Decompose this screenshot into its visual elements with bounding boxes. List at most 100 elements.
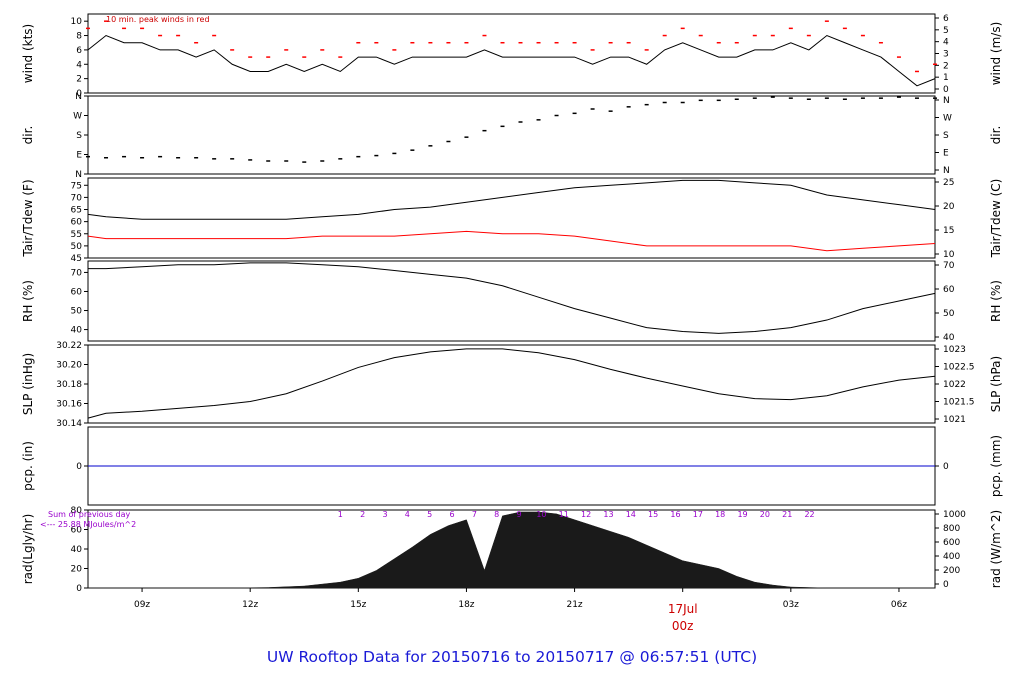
ytick-label-left: 50 [71, 242, 83, 252]
ytick-label-right: 1000 [943, 510, 966, 520]
ylabel-right: wind (m/s) [989, 22, 1003, 86]
xtick-label: 09z [134, 600, 150, 610]
hour-label: 17 [693, 510, 703, 519]
panel-frame [87, 344, 936, 424]
panel-frame [87, 177, 936, 259]
ytick-label-right: 2 [943, 61, 949, 71]
hour-label: 14 [626, 510, 636, 519]
ytick-label-right: 25 [943, 178, 954, 188]
ylabel-left: wind (kts) [21, 24, 35, 83]
ytick-label-right: 1 [943, 73, 949, 83]
panel-frame [87, 95, 936, 175]
ytick-label-left: 20 [71, 565, 83, 575]
ytick-label-left: W [73, 112, 82, 122]
ytick-label-left: S [76, 131, 82, 141]
hour-label: 9 [517, 510, 522, 519]
ytick-label-right: E [943, 149, 949, 159]
xtick-label: 17Jul [668, 602, 698, 616]
ytick-label-right: 1021 [943, 415, 966, 425]
xtick-label: 18z [458, 600, 474, 610]
ytick-label-left: 30.20 [56, 361, 82, 371]
ylabel-left: SLP (inHg) [21, 353, 35, 415]
ytick-label-right: 0 [943, 462, 949, 472]
ytick-label-left: 70 [71, 268, 83, 278]
ytick-label-left: E [76, 151, 82, 161]
series-line-0 [87, 34, 936, 87]
series-line-0 [87, 179, 936, 220]
ytick-label-right: 1021.5 [943, 398, 975, 408]
ytick-label-left: 6 [76, 46, 82, 56]
series-line-0 [87, 348, 936, 419]
ytick-label-left: 80 [71, 506, 83, 516]
ylabel-left: Tair/Tdew (F) [21, 179, 35, 257]
ylabel-left: dir. [21, 126, 35, 145]
ytick-label-right: W [943, 114, 952, 124]
ytick-label-right: 5 [943, 26, 949, 36]
series-line-1 [87, 230, 936, 252]
ytick-label-right: 15 [943, 226, 954, 236]
ytick-label-left: 30.18 [56, 380, 82, 390]
ytick-label-left: 30.14 [56, 419, 82, 429]
ytick-label-right: N [943, 96, 950, 106]
ytick-label-left: 0 [76, 462, 82, 472]
hour-label: 2 [360, 510, 365, 519]
ytick-label-right: 60 [943, 285, 955, 295]
ytick-label-right: 50 [943, 309, 955, 319]
annotation-sub: <--- 25.88 MJoules/m^2 [40, 520, 136, 529]
ytick-label-right: 70 [943, 261, 955, 271]
panel-5: 0 0 pcp. (in) pcp. (mm) [21, 426, 1003, 506]
ytick-label-left: 10 [71, 17, 83, 27]
ylabel-left: RH (%) [21, 280, 35, 322]
hour-label: 6 [449, 510, 454, 519]
annotation-text: 10 min. peak winds in red [106, 15, 210, 24]
ytick-label-left: 70 [71, 193, 83, 203]
ytick-label-left: 55 [71, 230, 82, 240]
ylabel-left: rad(Lgly/hr) [21, 514, 35, 585]
ytick-label-right: 1022 [943, 380, 966, 390]
ytick-label-right: 0 [943, 85, 949, 95]
ytick-label-left: 50 [71, 307, 83, 317]
ytick-label-right: 200 [943, 566, 960, 576]
ytick-label-right: 600 [943, 538, 960, 548]
ytick-label-right: 10 [943, 250, 955, 260]
hour-label: 15 [648, 510, 658, 519]
hour-label: 11 [559, 510, 569, 519]
ytick-label-left: 30.22 [56, 341, 82, 351]
xtick-label: 03z [783, 600, 799, 610]
panel-2: 45 50 55 60 65 70 75 10 15 20 25 Tair/Tdew (F) Tair/… [21, 177, 1003, 264]
ytick-label-right: 1023 [943, 345, 966, 355]
series-line-0 [88, 262, 936, 334]
ytick-label-right: 400 [943, 552, 960, 562]
ytick-label-right: 3 [943, 50, 949, 60]
ytick-label-left: 40 [71, 545, 83, 555]
xtick-label: 15z [350, 600, 366, 610]
ytick-label-left: 0 [76, 89, 82, 99]
ytick-label-left: 60 [71, 526, 83, 536]
ytick-label-right: 1022.5 [943, 363, 975, 373]
hour-label: 13 [603, 510, 613, 519]
ytick-label-left: 65 [71, 206, 82, 216]
ytick-label-right: 20 [943, 202, 955, 212]
ytick-label-right: 0 [943, 580, 949, 590]
ytick-label-right: 6 [943, 14, 949, 24]
ytick-label-left: 40 [71, 326, 83, 336]
hour-label: 4 [405, 510, 410, 519]
hour-label: 7 [472, 510, 477, 519]
hour-label: 16 [670, 510, 680, 519]
xtick-label: 12z [242, 600, 258, 610]
ytick-label-left: 2 [76, 75, 82, 85]
ylabel-right: Tair/Tdew (C) [989, 179, 1003, 259]
xtick-label: 06z [891, 600, 907, 610]
ytick-label-left: 30.16 [56, 400, 82, 410]
footer-title: UW Rooftop Data for 20150716 to 20150717… [266, 648, 758, 666]
ytick-label-left: 45 [71, 254, 82, 264]
ytick-label-right: 800 [943, 524, 960, 534]
hour-label: 8 [494, 510, 499, 519]
hour-label: 20 [760, 510, 770, 519]
ylabel-right: rad (W/m^2) [989, 510, 1003, 588]
ylabel-right: dir. [989, 126, 1003, 145]
